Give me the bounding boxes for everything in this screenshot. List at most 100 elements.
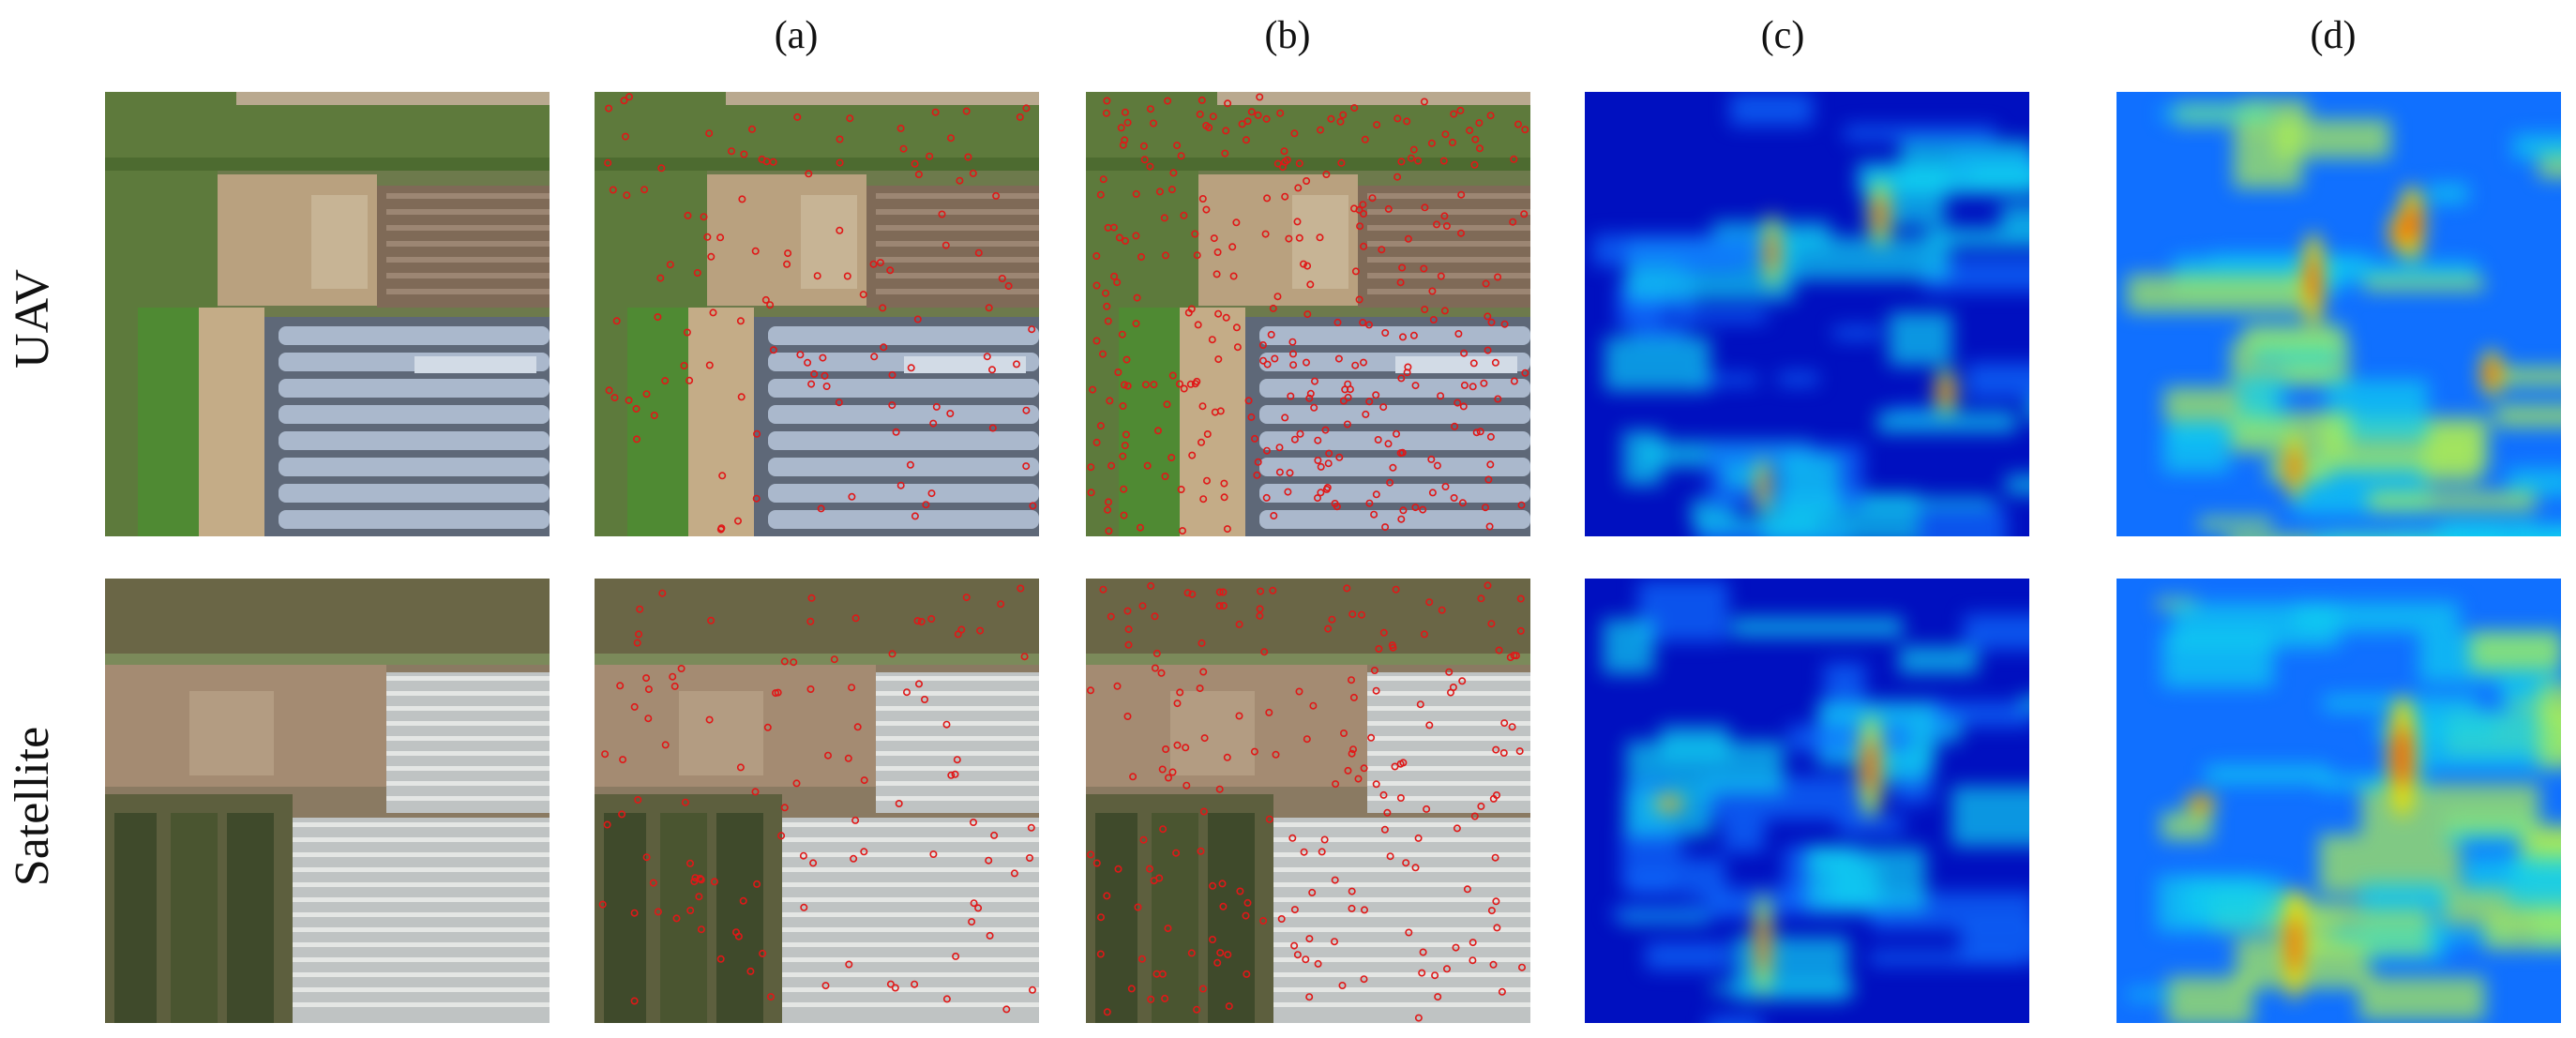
keypoint <box>1293 951 1302 959</box>
keypoint <box>1469 939 1477 947</box>
keypoint <box>1203 476 1212 485</box>
keypoint <box>1133 293 1141 302</box>
keypoint <box>1223 753 1231 761</box>
keypoint <box>792 779 801 788</box>
keypoint <box>1487 620 1496 628</box>
keypoint <box>666 261 674 269</box>
keypoint <box>1368 194 1377 203</box>
keypoint <box>1155 188 1164 196</box>
keypoint <box>896 124 905 132</box>
heatmap-region <box>1646 942 1729 970</box>
keypoint <box>807 594 816 602</box>
keypoint <box>1103 1008 1111 1016</box>
keypoint <box>1027 823 1035 832</box>
greenhouse-stripe <box>876 751 1039 756</box>
furrow <box>386 257 550 263</box>
keypoint <box>1320 835 1329 844</box>
heatmap-region <box>2295 602 2459 632</box>
keypoint <box>623 191 631 200</box>
keypoint <box>1460 381 1469 389</box>
keypoint <box>1028 325 1036 334</box>
heatmap-region <box>2210 254 2369 266</box>
keypoint <box>1383 808 1392 817</box>
keypoint <box>1151 612 1159 621</box>
keypoint <box>1429 316 1438 324</box>
greenhouse-stripe <box>1367 796 1530 801</box>
keypoint <box>1486 112 1495 120</box>
keypoint <box>1256 605 1264 613</box>
keypoint <box>1372 391 1380 399</box>
keypoint <box>1243 898 1252 907</box>
keypoint <box>1092 252 1101 261</box>
keypoint <box>705 715 714 724</box>
keypoint <box>1399 759 1408 767</box>
keypoint <box>632 435 640 444</box>
green-strip <box>627 308 688 536</box>
greenhouse-stripe <box>876 706 1039 711</box>
keypoint <box>1256 93 1264 101</box>
keypoint <box>1254 458 1262 466</box>
keypoint <box>1235 712 1243 720</box>
keypoint <box>1215 785 1224 793</box>
greenhouse-panel <box>1395 356 1517 373</box>
keypoint <box>1469 383 1477 391</box>
keypoint <box>1439 157 1448 165</box>
keypoint <box>1167 186 1176 194</box>
keypoint <box>1448 138 1456 146</box>
greenhouse-stripe <box>1273 837 1530 842</box>
keypoint <box>1272 750 1280 759</box>
keypoint <box>1472 429 1481 437</box>
keypoint <box>635 630 643 639</box>
keypoint <box>661 377 670 385</box>
heatmap-region <box>1788 725 1909 752</box>
greenhouse-stripe <box>782 942 1039 947</box>
keypoint <box>1022 104 1031 113</box>
keypoint <box>1221 149 1229 158</box>
keypoint <box>931 108 940 116</box>
keypoint <box>1476 428 1484 436</box>
keypoint <box>1121 108 1129 116</box>
heatmap-region <box>1916 507 2007 536</box>
keypoint <box>738 195 746 203</box>
keypoint <box>1397 515 1406 523</box>
heatmap-region <box>2359 977 2485 1020</box>
keypoint <box>836 226 844 234</box>
greenhouse-stripe <box>782 867 1039 872</box>
dirt-road <box>688 308 754 536</box>
keypoint <box>1123 713 1132 721</box>
keypoint <box>604 158 612 167</box>
keypoint <box>1086 686 1095 695</box>
keypoint <box>1348 904 1356 912</box>
keypoint <box>1469 956 1477 965</box>
heatmap-region <box>2238 376 2285 419</box>
keypoint <box>1139 142 1148 150</box>
keypoint <box>911 512 919 520</box>
greenhouse-stripe <box>293 882 550 887</box>
heatmap-region <box>2163 428 2229 473</box>
keypoint <box>835 399 843 407</box>
keypoint <box>1348 887 1356 895</box>
keypoint <box>777 832 786 840</box>
bare-plot-light <box>189 691 274 775</box>
keypoint <box>1487 318 1496 326</box>
keypoint <box>1427 455 1436 463</box>
keypoint <box>1193 1005 1201 1014</box>
row-label-satellite: Satellite <box>6 726 59 887</box>
keypoint <box>1271 354 1279 363</box>
keypoint <box>1138 602 1147 610</box>
furrow <box>876 257 1039 263</box>
greenhouse-stripe <box>1367 691 1530 696</box>
keypoint <box>1470 160 1479 169</box>
keypoint <box>1120 511 1128 519</box>
keypoint <box>1431 971 1439 980</box>
keypoint <box>1398 448 1407 457</box>
keypoint <box>1184 308 1193 317</box>
keypoint <box>1276 109 1285 117</box>
keypoint <box>986 931 994 940</box>
keypoint <box>1303 358 1311 367</box>
keypoint <box>843 272 851 280</box>
keypoint <box>1134 903 1142 911</box>
keypoint <box>1398 333 1407 341</box>
column-label-d: (d) <box>2310 14 2357 57</box>
heatmap-region <box>1603 619 1654 674</box>
